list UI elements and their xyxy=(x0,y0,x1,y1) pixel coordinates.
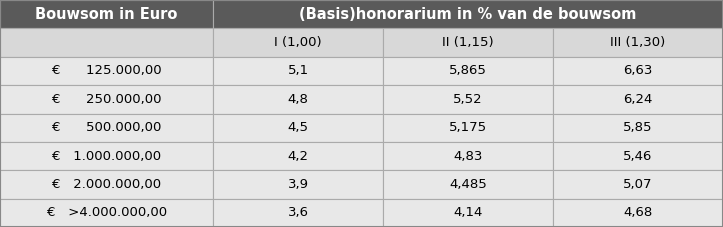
Bar xyxy=(383,142,553,170)
Bar xyxy=(383,85,553,114)
Bar xyxy=(213,57,383,85)
Bar xyxy=(383,28,553,57)
Text: 4,8: 4,8 xyxy=(288,93,309,106)
Bar xyxy=(213,0,723,28)
Bar xyxy=(0,199,213,227)
Bar xyxy=(0,0,213,28)
Text: 6,24: 6,24 xyxy=(623,93,653,106)
Bar xyxy=(0,28,213,57)
Bar xyxy=(553,114,723,142)
Bar xyxy=(213,170,383,199)
Text: €      125.000,00: € 125.000,00 xyxy=(52,64,161,77)
Bar xyxy=(553,28,723,57)
Bar xyxy=(553,57,723,85)
Text: €   1.000.000,00: € 1.000.000,00 xyxy=(52,150,161,163)
Bar xyxy=(213,199,383,227)
Text: 4,5: 4,5 xyxy=(288,121,309,134)
Text: 5,85: 5,85 xyxy=(623,121,653,134)
Bar xyxy=(553,199,723,227)
Bar xyxy=(213,85,383,114)
Text: 4,485: 4,485 xyxy=(449,178,487,191)
Text: 5,07: 5,07 xyxy=(623,178,653,191)
Text: 5,52: 5,52 xyxy=(453,93,483,106)
Text: 5,865: 5,865 xyxy=(449,64,487,77)
Bar xyxy=(553,170,723,199)
Text: 5,1: 5,1 xyxy=(288,64,309,77)
Text: €   >4.000.000,00: € >4.000.000,00 xyxy=(46,206,167,219)
Bar xyxy=(213,28,383,57)
Bar xyxy=(213,114,383,142)
Bar xyxy=(383,57,553,85)
Text: 4,14: 4,14 xyxy=(453,206,483,219)
Bar xyxy=(213,142,383,170)
Bar xyxy=(383,199,553,227)
Text: 4,2: 4,2 xyxy=(288,150,309,163)
Text: (Basis)honorarium in % van de bouwsom: (Basis)honorarium in % van de bouwsom xyxy=(299,7,637,22)
Text: II (1,15): II (1,15) xyxy=(442,36,494,49)
Bar xyxy=(0,85,213,114)
Text: 4,83: 4,83 xyxy=(453,150,483,163)
Text: 4,68: 4,68 xyxy=(623,206,653,219)
Text: III (1,30): III (1,30) xyxy=(610,36,666,49)
Text: 6,63: 6,63 xyxy=(623,64,653,77)
Text: 5,175: 5,175 xyxy=(449,121,487,134)
Bar xyxy=(553,85,723,114)
Bar xyxy=(0,114,213,142)
Text: Bouwsom in Euro: Bouwsom in Euro xyxy=(35,7,178,22)
Bar xyxy=(0,142,213,170)
Bar xyxy=(383,170,553,199)
Bar xyxy=(0,57,213,85)
Bar xyxy=(383,114,553,142)
Text: I (1,00): I (1,00) xyxy=(275,36,322,49)
Text: 5,46: 5,46 xyxy=(623,150,653,163)
Text: €      500.000,00: € 500.000,00 xyxy=(52,121,161,134)
Text: €   2.000.000,00: € 2.000.000,00 xyxy=(52,178,161,191)
Bar xyxy=(553,142,723,170)
Text: 3,9: 3,9 xyxy=(288,178,309,191)
Text: 3,6: 3,6 xyxy=(288,206,309,219)
Bar xyxy=(0,170,213,199)
Text: €      250.000,00: € 250.000,00 xyxy=(52,93,161,106)
